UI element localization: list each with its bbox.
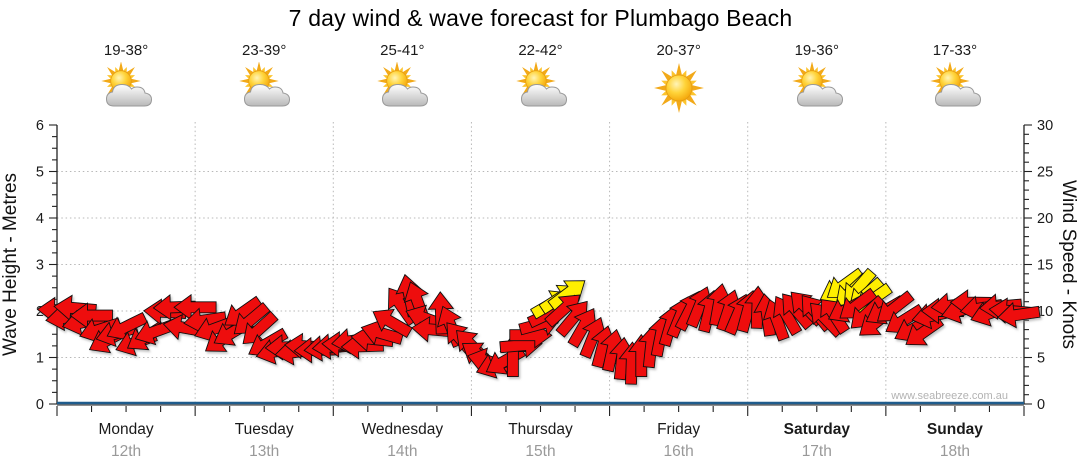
cloud-shape: [244, 83, 291, 107]
wind-arrow-red: [106, 312, 148, 341]
left-axis-tick-label: 4: [36, 211, 44, 227]
day-label: Saturday: [784, 421, 851, 438]
sunny-icon: [653, 63, 704, 113]
day-label: Monday: [98, 421, 153, 438]
sun-ray: [958, 78, 970, 84]
sun-disc: [665, 74, 693, 102]
sun-ray: [515, 78, 528, 84]
date-label: 17th: [802, 443, 832, 460]
partly-cloudy-icon: [930, 62, 981, 107]
date-label: 12th: [111, 443, 141, 460]
sun-ray: [394, 62, 401, 73]
left-axis-tick-label: 3: [36, 258, 44, 274]
sun-ray: [405, 78, 418, 84]
left-axis-label: Wave Height - Metres: [0, 173, 21, 356]
sun-ray: [675, 98, 683, 113]
sun-ray: [239, 78, 252, 84]
right-axis-tick-label: 0: [1037, 397, 1045, 413]
day-header-sunday: 17-33°: [907, 42, 1003, 114]
sun-ray: [689, 84, 704, 92]
date-label: 15th: [525, 443, 555, 460]
temperature-range: 19-36°: [794, 42, 839, 59]
temperature-range: 19-38°: [103, 42, 149, 59]
right-axis-tick-label: 20: [1037, 211, 1053, 227]
sun-ray: [543, 78, 556, 84]
left-axis-tick-label: 1: [36, 351, 44, 367]
cloud-shape: [520, 83, 567, 107]
day-label: Friday: [657, 421, 700, 438]
temperature-range: 20-37°: [656, 42, 701, 59]
tick-marks: [49, 124, 1032, 416]
sun-ray: [377, 78, 390, 84]
day-header-tuesday: 23-39°: [216, 42, 312, 114]
temperature-range: 22-42°: [518, 42, 563, 59]
wind-arrow-red: [173, 293, 217, 321]
temperature-range: 25-41°: [380, 42, 425, 59]
right-axis-tick-label: 15: [1037, 258, 1053, 274]
right-axis-tick-label: 30: [1037, 118, 1053, 134]
date-label: 18th: [940, 443, 970, 460]
partly-cloudy-icon: [377, 62, 429, 107]
left-axis-tick-label: 2: [36, 304, 44, 320]
wind-arrows: [36, 267, 1041, 385]
sun-ray: [675, 63, 683, 78]
right-axis-tick-label: 10: [1037, 304, 1053, 320]
page-title: 7 day wind & wave forecast for Plumbago …: [288, 5, 793, 31]
cloud-shape: [106, 83, 153, 107]
date-label: 13th: [249, 443, 279, 460]
sun-ray: [792, 78, 804, 84]
sun-ray: [129, 78, 141, 84]
wind-arrow-red: [996, 301, 1041, 329]
day-label: Tuesday: [235, 421, 294, 438]
day-label: Thursday: [508, 421, 573, 438]
wind-arrow-red: [567, 307, 597, 349]
gridlines: [57, 122, 1024, 404]
day-header-saturday: 19-36°: [769, 42, 865, 114]
sun-ray: [947, 62, 953, 73]
wind-arrow-red: [69, 302, 113, 329]
right-axis-tick-label: 5: [1037, 351, 1045, 367]
day-header-thursday: 22-42°: [493, 42, 589, 114]
left-axis-tick-label: 6: [36, 118, 44, 134]
partly-cloudy-icon: [101, 62, 153, 107]
partly-cloudy-icon: [792, 62, 843, 107]
sun-ray: [653, 84, 669, 92]
right-axis-label: Wind Speed - Knots: [1058, 180, 1079, 349]
day-header-friday: 20-37°: [631, 42, 727, 114]
day-label: Sunday: [927, 421, 983, 438]
date-label: 14th: [387, 443, 417, 460]
left-axis-tick-label: 0: [36, 397, 44, 413]
day-label: Wednesday: [362, 421, 444, 438]
temperature-range: 17-33°: [932, 42, 978, 59]
date-label: 16th: [664, 443, 694, 460]
day-header-monday: 19-38°: [78, 42, 174, 114]
cloud-shape: [934, 83, 981, 107]
sun-ray: [267, 78, 279, 84]
watermark: www.seabreeze.com.au: [890, 390, 1008, 402]
sun-ray: [256, 62, 262, 73]
partly-cloudy-icon: [515, 62, 567, 107]
cloud-shape: [796, 83, 843, 107]
left-axis-tick-label: 5: [36, 165, 44, 181]
sun-ray: [819, 78, 832, 84]
day-header-wednesday: 25-41°: [354, 42, 450, 114]
sun-shape: [653, 63, 704, 113]
sun-ray: [532, 62, 539, 73]
sun-ray: [930, 78, 942, 84]
sun-ray: [101, 78, 113, 84]
temperature-range: 23-39°: [242, 42, 287, 59]
sun-ray: [808, 62, 815, 73]
sun-ray: [118, 62, 124, 73]
wind-arrow-red: [242, 310, 279, 345]
partly-cloudy-icon: [239, 62, 291, 107]
right-axis-tick-label: 25: [1037, 165, 1053, 181]
cloud-shape: [382, 83, 429, 107]
